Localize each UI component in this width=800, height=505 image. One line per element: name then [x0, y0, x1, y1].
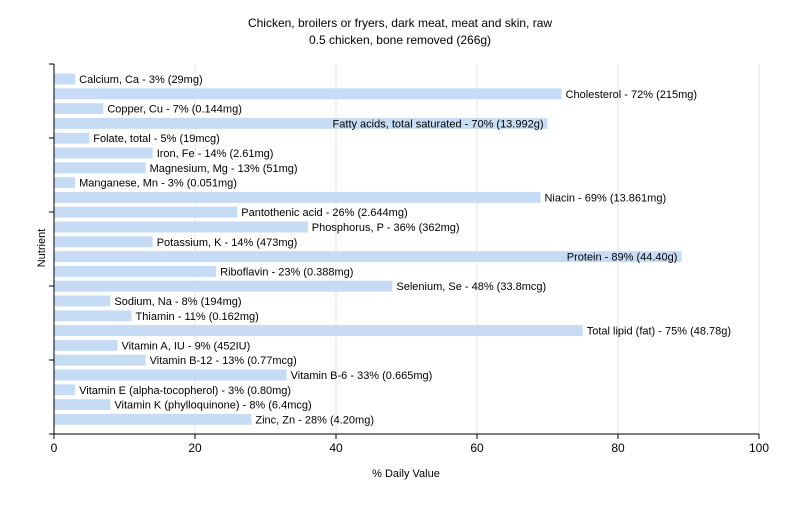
- bar: [54, 236, 153, 248]
- bar: [54, 147, 153, 159]
- axes: [49, 63, 760, 439]
- bar-label: Copper, Cu - 7% (0.144mg): [107, 104, 242, 116]
- bar: [54, 221, 308, 233]
- bar: [54, 399, 111, 411]
- bar: [54, 206, 238, 218]
- bar-labels: Calcium, Ca - 3% (29mg) Cholesterol - 72%…: [79, 74, 731, 426]
- x-tick-labels: 0 20 40 60 80 100: [51, 441, 770, 455]
- bar: [54, 265, 217, 277]
- y-axis-label: Nutrient: [36, 229, 48, 268]
- bar-label: Vitamin B-6 - 33% (0.665mg): [291, 370, 433, 382]
- bar: [54, 132, 90, 144]
- bar: [54, 177, 76, 189]
- bar-label: Total lipid (fat) - 75% (48.78g): [587, 326, 731, 338]
- bar: [54, 295, 111, 307]
- bar-label: Calcium, Ca - 3% (29mg): [79, 74, 202, 86]
- x-tick-label: 60: [470, 441, 484, 455]
- x-tick-label: 40: [329, 441, 343, 455]
- bar: [54, 325, 583, 337]
- x-axis-label: % Daily Value: [372, 468, 440, 480]
- bar-label: Cholesterol - 72% (215mg): [566, 89, 697, 101]
- bar-label: Vitamin A, IU - 9% (452IU): [121, 340, 250, 352]
- bar: [54, 384, 76, 396]
- chart-subtitle: 0.5 chicken, bone removed (266g): [309, 33, 491, 47]
- bar-label: Sodium, Na - 8% (194mg): [114, 296, 241, 308]
- bar-label: Magnesium, Mg - 13% (51mg): [150, 163, 298, 175]
- bar: [54, 117, 548, 129]
- x-tick-label: 20: [188, 441, 202, 455]
- x-tick-label: 0: [51, 441, 58, 455]
- bar: [54, 103, 104, 115]
- x-tick-label: 100: [749, 441, 769, 455]
- x-tick-label: 80: [611, 441, 625, 455]
- bar: [54, 73, 76, 85]
- bar-label: Potassium, K - 14% (473mg): [157, 237, 298, 249]
- bar-label: Pantothenic acid - 26% (2.644mg): [241, 207, 407, 219]
- bar: [54, 310, 132, 322]
- bar: [54, 191, 541, 203]
- bar-label: Vitamin K (phylloquinone) - 8% (6.4mcg): [114, 400, 311, 412]
- bar-label: Manganese, Mn - 3% (0.051mg): [79, 178, 237, 190]
- bar-label: Iron, Fe - 14% (2.61mg): [157, 148, 274, 160]
- bar-label: Thiamin - 11% (0.162mg): [136, 311, 259, 323]
- bar-label: Vitamin E (alpha-tocopherol) - 3% (0.80m…: [79, 385, 291, 397]
- bar-label: Selenium, Se - 48% (33.8mcg): [396, 281, 546, 293]
- bar: [54, 280, 393, 292]
- bars: [54, 73, 682, 425]
- bar-label: Vitamin B-12 - 13% (0.77mcg): [150, 355, 297, 367]
- bar-label: Zinc, Zn - 28% (4.20mg): [255, 414, 374, 426]
- bar-label: Fatty acids, total saturated - 70% (13.9…: [333, 118, 544, 130]
- bar: [54, 369, 287, 381]
- bar: [54, 88, 562, 100]
- bar-label: Protein - 89% (44.40g): [567, 252, 678, 264]
- bar: [54, 413, 252, 425]
- bar: [54, 162, 146, 174]
- bar: [54, 354, 146, 366]
- bar-label: Phosphorus, P - 36% (362mg): [312, 222, 460, 234]
- bar-label: Riboflavin - 23% (0.388mg): [220, 266, 353, 278]
- chart-title: Chicken, broilers or fryers, dark meat, …: [248, 16, 552, 30]
- bar-label: Niacin - 69% (13.861mg): [544, 192, 666, 204]
- bar: [54, 339, 118, 351]
- bar: [54, 251, 682, 263]
- bar-label: Folate, total - 5% (19mcg): [93, 133, 220, 145]
